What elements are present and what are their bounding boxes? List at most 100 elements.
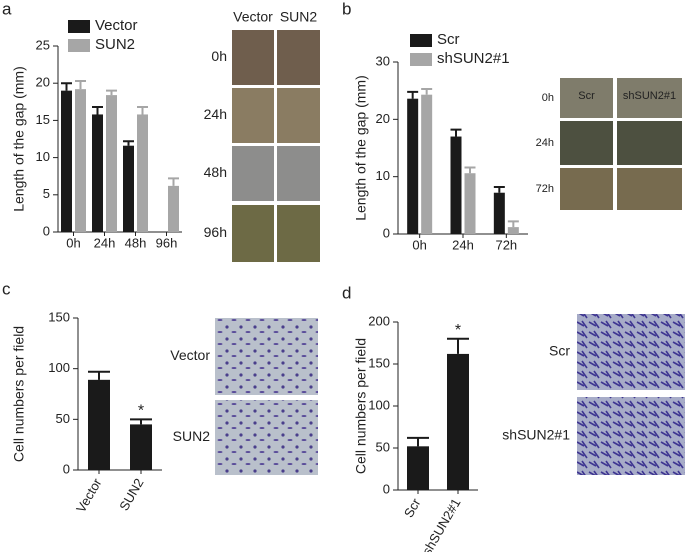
y-axis-label: Length of the gap (mm) (353, 75, 369, 221)
image-row-label: 72h (536, 183, 554, 195)
bar (92, 114, 103, 232)
image-row-label: 24h (204, 106, 227, 122)
image-column-label: Scr (578, 90, 595, 102)
legend-label: Vector (95, 17, 138, 34)
image-row-label: 96h (204, 224, 227, 240)
legend-swatch (410, 34, 432, 47)
image-row-label: 48h (204, 164, 227, 180)
image-row-label: 0h (211, 48, 227, 64)
y-tick-label: 20 (36, 75, 50, 90)
legend-label: SUN2 (95, 36, 135, 53)
y-tick-label: 0 (383, 225, 390, 240)
y-tick-label: 50 (376, 439, 390, 454)
image-row-label: shSUN2#1 (502, 427, 570, 443)
x-tick-label: SUN2 (116, 476, 146, 514)
y-tick-label: 100 (368, 397, 390, 412)
error-bar (61, 82, 72, 91)
y-tick-label: 200 (368, 313, 390, 328)
error-bar (464, 166, 476, 174)
error-bar (407, 436, 429, 447)
error-bar (75, 79, 86, 90)
panel-letter: c (2, 279, 11, 298)
y-tick-label: 25 (36, 37, 50, 52)
micrograph (215, 318, 318, 395)
bar (493, 192, 505, 234)
micrograph (232, 146, 274, 201)
error-bar (106, 89, 117, 96)
bar (137, 114, 148, 232)
micrograph (277, 30, 320, 85)
bar (130, 424, 152, 470)
x-tick-label: 0h (412, 237, 426, 252)
y-axis-label: Cell numbers per field (353, 338, 369, 474)
y-tick-label: 15 (36, 112, 50, 127)
bar (421, 94, 433, 235)
image-column-label: Vector (233, 9, 273, 25)
image-column-label: shSUN2#1 (623, 90, 676, 102)
bar (61, 90, 72, 232)
y-tick-label: 10 (376, 168, 390, 183)
y-axis-label: Length of the gap (mm) (11, 66, 27, 212)
error-bar (421, 87, 433, 95)
bar (407, 98, 419, 235)
micrograph (617, 78, 682, 118)
y-tick-label: 5 (43, 186, 50, 201)
micrograph (617, 121, 682, 165)
micrograph (577, 314, 685, 390)
image-row-label: 24h (536, 137, 554, 149)
y-tick-label: 150 (368, 355, 390, 370)
micrograph (577, 397, 685, 475)
image-row-label: 0h (542, 92, 554, 104)
bar (447, 353, 469, 490)
y-tick-label: 50 (56, 411, 70, 426)
y-tick-label: 0 (63, 461, 70, 476)
legend-label: shSUN2#1 (437, 50, 510, 67)
x-tick-label: 24h (94, 235, 116, 250)
micrograph (277, 205, 320, 262)
error-bar (450, 128, 462, 137)
panel-letter: b (342, 0, 351, 18)
micrograph (232, 30, 274, 85)
image-row-label: Vector (170, 347, 210, 363)
y-axis-label: Cell numbers per field (11, 326, 27, 462)
y-tick-label: 20 (376, 111, 390, 126)
x-tick-label: 24h (452, 237, 474, 252)
x-tick-label: 0h (66, 235, 80, 250)
error-bar (168, 177, 179, 186)
y-tick-label: 30 (376, 53, 390, 68)
x-tick-label: 48h (125, 235, 147, 250)
y-tick-label: 0 (43, 223, 50, 238)
y-tick-label: 10 (36, 149, 50, 164)
bar (407, 446, 429, 490)
x-tick-label: 72h (495, 237, 517, 252)
micrograph (560, 78, 613, 118)
bar (88, 379, 110, 470)
x-tick-label: Scr (401, 495, 424, 520)
y-tick-label: 100 (48, 360, 70, 375)
legend-swatch (68, 39, 90, 52)
annotation: * (455, 322, 461, 339)
image-row-label: SUN2 (173, 428, 211, 444)
legend-swatch (410, 53, 432, 66)
bar (75, 89, 86, 232)
micrograph (277, 88, 320, 143)
y-tick-label: 150 (48, 309, 70, 324)
x-tick-label: shSUN2#1 (419, 496, 463, 552)
micrograph (277, 146, 320, 201)
annotation: * (138, 403, 144, 420)
error-bar (137, 106, 148, 115)
error-bar (407, 90, 419, 99)
bar (106, 95, 117, 232)
micrograph (215, 400, 318, 475)
error-bar (92, 106, 103, 115)
bar (507, 227, 519, 234)
x-tick-label: Vector (73, 475, 105, 515)
error-bar (88, 370, 110, 380)
micrograph (232, 88, 274, 143)
error-bar (447, 337, 469, 354)
bar (464, 173, 476, 234)
bar (123, 145, 134, 232)
panel-letter: d (342, 283, 351, 302)
y-tick-label: 0 (383, 481, 390, 496)
error-bar (123, 140, 134, 146)
